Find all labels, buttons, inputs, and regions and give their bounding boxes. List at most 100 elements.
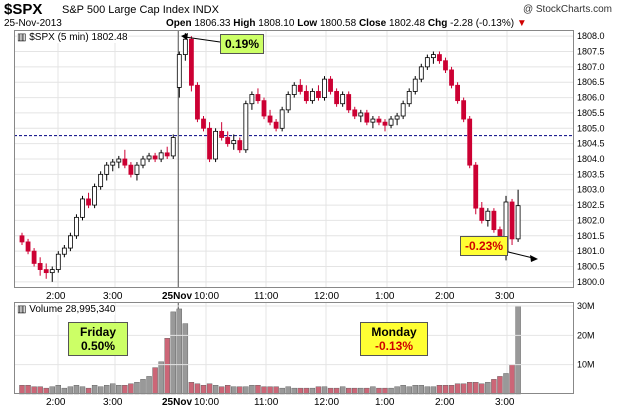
- volume-bar: [473, 382, 479, 395]
- candle-body: [86, 198, 91, 206]
- x-tick-label: 3:00: [103, 397, 123, 408]
- volume-bar: [503, 373, 509, 395]
- volume-bar: [430, 386, 437, 395]
- price-tick-label: 1805.5: [577, 108, 605, 118]
- candle-body: [207, 127, 212, 160]
- candle-body: [201, 118, 206, 129]
- volume-bar: [176, 308, 183, 395]
- candle-body: [273, 121, 279, 129]
- x-tick-label: 3:00: [495, 291, 515, 302]
- volume-bar: [85, 387, 92, 395]
- candle-body: [370, 118, 376, 123]
- x-tick-label: 25Nov: [162, 291, 192, 302]
- x-tick-label: 12:00: [314, 397, 339, 408]
- candle-body: [418, 66, 424, 80]
- volume-bar: [25, 385, 31, 395]
- volume-bar: [49, 386, 55, 395]
- volume-bar: [333, 387, 340, 395]
- price-tick-label: 1804.5: [577, 139, 605, 149]
- candle-body: [188, 38, 194, 86]
- candle-body: [176, 54, 182, 88]
- candle-body: [279, 109, 285, 129]
- candle-body: [55, 253, 61, 270]
- x-tick-label: 2:00: [46, 397, 66, 408]
- price-tick-label: 1807.0: [577, 62, 605, 72]
- volume-bar: [467, 382, 473, 395]
- volume-bar: [73, 385, 80, 395]
- candle-body: [479, 207, 485, 221]
- open-arrow: [184, 36, 221, 43]
- volume-bar: [200, 385, 207, 395]
- volume-bar: [79, 386, 86, 395]
- volume-bar: [400, 385, 406, 395]
- volume-bar: [237, 386, 243, 395]
- candle-body: [491, 210, 497, 231]
- candle-body: [485, 210, 491, 221]
- volume-bar: [297, 387, 303, 395]
- volume-bar: [261, 386, 267, 395]
- volume-bar: [388, 387, 394, 395]
- x-tick-label: 1:00: [375, 397, 395, 408]
- volume-bar: [460, 383, 467, 395]
- candle-body: [267, 115, 273, 123]
- down-arrow-icon: ▼: [516, 18, 527, 29]
- close-callout: -0.23%: [460, 236, 509, 256]
- volume-bar: [55, 385, 61, 395]
- volume-bar: [291, 387, 297, 395]
- volume-bar: [339, 386, 346, 395]
- candle-body: [394, 115, 400, 120]
- volume-bar: [67, 386, 74, 395]
- volume-bar: [352, 387, 358, 395]
- monday-pct: -0.13%: [374, 339, 414, 353]
- volume-tick-label: 30M: [577, 301, 595, 311]
- volume-bar: [194, 383, 201, 395]
- candle-body: [170, 137, 176, 157]
- candle-body: [303, 91, 309, 102]
- volume-bar: [146, 376, 152, 395]
- price-tick-label: 1800.0: [577, 277, 605, 287]
- monday-callout: Monday -0.13%: [360, 322, 428, 356]
- x-tick-label: 2:00: [435, 291, 455, 302]
- volume-bar: [479, 383, 485, 395]
- candle-body: [473, 164, 479, 209]
- volume-bar: [122, 385, 128, 395]
- candle-body: [68, 235, 73, 249]
- candle-body: [219, 130, 225, 138]
- x-tick-label: 2:00: [46, 291, 66, 302]
- low-value: 1800.58: [320, 18, 357, 29]
- price-legend: ▥ $SPX (5 min) 1802.48: [17, 32, 128, 43]
- candle-body: [328, 78, 333, 92]
- volume-bar: [37, 386, 43, 395]
- volume-bar: [188, 382, 195, 395]
- security-name: S&P 500 Large Cap Index INDX: [62, 4, 219, 16]
- candle-body: [364, 112, 370, 123]
- candle-body: [424, 57, 430, 68]
- candle-body: [104, 164, 110, 175]
- price-tick-label: 1808.0: [577, 31, 605, 41]
- x-tick-label: 3:00: [103, 291, 123, 302]
- volume-bar: [212, 385, 219, 395]
- volume-bar: [364, 387, 370, 395]
- price-panel: [14, 30, 574, 288]
- candle-body: [352, 109, 358, 117]
- candle-body: [255, 94, 261, 102]
- candle-body: [509, 201, 515, 240]
- price-tick-label: 1801.0: [577, 246, 605, 256]
- friday-title: Friday: [79, 325, 116, 339]
- volume-bar: [285, 386, 291, 395]
- price-tick-label: 1806.5: [577, 77, 605, 87]
- arrow-head-icon: [530, 255, 538, 262]
- volume-bar: [134, 382, 140, 395]
- volume-bar: [321, 386, 328, 395]
- close-pct: -0.23%: [465, 239, 504, 253]
- x-tick-label: 1:00: [375, 291, 395, 302]
- volume-bar: [406, 386, 412, 395]
- candle-body: [309, 91, 315, 102]
- volume-label: Volume 28,995,340: [29, 304, 116, 315]
- low-label: Low: [297, 18, 318, 29]
- volume-bar: [315, 386, 322, 395]
- x-tick-label: 25Nov: [162, 397, 192, 408]
- candle-body: [340, 94, 346, 105]
- candle-body: [74, 216, 79, 237]
- volume-bar: [358, 387, 364, 395]
